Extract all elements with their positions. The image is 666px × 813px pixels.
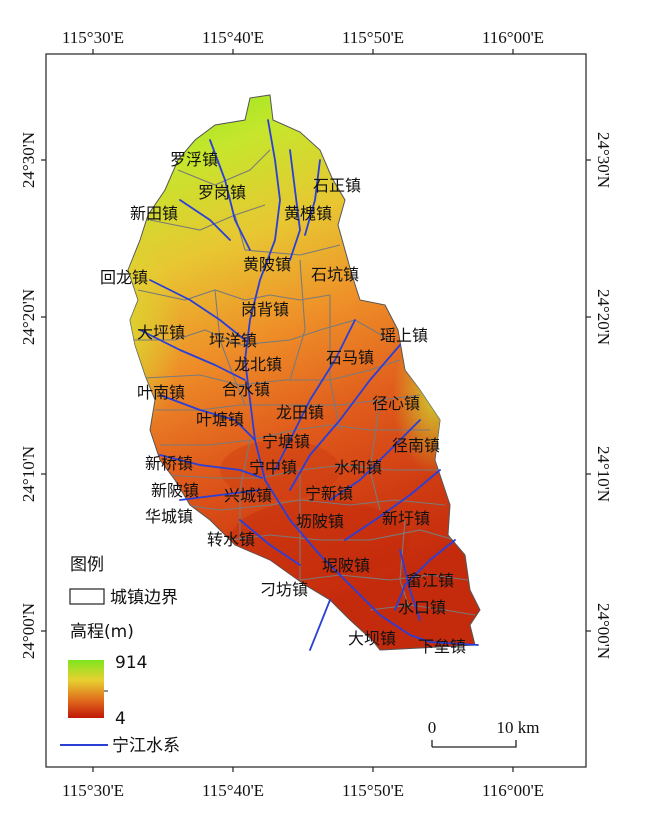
- town-label-pingyang: 坪洋镇: [209, 331, 257, 350]
- lon-label-bottom-1: 115°30'E: [62, 781, 124, 800]
- legend: 图例 城镇边界 高程(m) 914 4 宁江水系: [60, 555, 180, 756]
- town-label-heshui: 合水镇: [222, 380, 270, 399]
- town-label-ganbei: 岗背镇: [241, 300, 289, 319]
- town-label-xinqiao: 新桥镇: [145, 454, 193, 473]
- lat-label-left-4: 24°00'N: [19, 603, 38, 659]
- town-label-shizheng: 石正镇: [313, 176, 361, 195]
- legend-title: 图例: [70, 555, 104, 575]
- town-labels: 罗浮镇 罗岗镇 新田镇 石正镇 黄槐镇 回龙镇 黄陂镇 石坑镇 岗背镇 大坪镇 …: [100, 150, 466, 656]
- town-label-huilong: 回龙镇: [100, 268, 148, 287]
- lon-label-top-1: 115°30'E: [62, 28, 124, 47]
- town-label-ningxin: 宁新镇: [305, 484, 353, 503]
- elev-max-label: 914: [115, 653, 147, 673]
- town-label-huanghuai: 黄槐镇: [284, 204, 332, 223]
- town-label-huangbei: 黄陂镇: [243, 255, 291, 274]
- town-label-shima: 石马镇: [326, 348, 374, 367]
- lon-label-top-3: 115°50'E: [342, 28, 404, 47]
- town-label-yetang: 叶塘镇: [196, 410, 244, 429]
- elevation-title: 高程(m): [70, 622, 134, 642]
- boundary-swatch: [69, 588, 105, 605]
- town-label-xinxu: 新圩镇: [382, 509, 430, 528]
- town-label-zhuanshui: 转水镇: [207, 530, 255, 549]
- town-label-xialei: 下垒镇: [418, 637, 466, 656]
- town-label-shuihe: 水和镇: [334, 458, 382, 477]
- town-label-diaofang: 刁坊镇: [260, 580, 308, 599]
- town-label-yaoshang: 瑶上镇: [380, 326, 428, 345]
- town-label-longtian: 龙田镇: [276, 403, 324, 422]
- river-label: 宁江水系: [112, 736, 180, 756]
- lon-label-bottom-2: 115°40'E: [202, 781, 264, 800]
- town-label-shejiang: 畲江镇: [406, 571, 454, 590]
- town-label-shuikou: 水口镇: [398, 598, 446, 617]
- lat-label-right-3: 24°10'N: [594, 446, 613, 502]
- scale-zero: 0: [428, 718, 437, 737]
- town-label-jingnan: 径南镇: [392, 436, 440, 455]
- lon-label-top-4: 116°00'E: [482, 28, 544, 47]
- lat-label-left-1: 24°30'N: [19, 132, 38, 188]
- elev-min-label: 4: [115, 709, 126, 729]
- town-label-daping: 大坪镇: [137, 323, 185, 342]
- town-label-longbei: 龙北镇: [234, 355, 282, 374]
- town-label-libei: 坜陂镇: [296, 512, 344, 531]
- lat-label-right-2: 24°20'N: [594, 289, 613, 345]
- town-label-ningzhong: 宁中镇: [249, 458, 297, 477]
- lat-label-right-4: 24°00'N: [594, 603, 613, 659]
- lon-label-top-2: 115°40'E: [202, 28, 264, 47]
- lat-label-left-3: 24°10'N: [19, 446, 38, 502]
- town-label-shikeng: 石坑镇: [311, 265, 359, 284]
- town-label-ningtang: 宁塘镇: [262, 432, 310, 451]
- lat-label-right-1: 24°30'N: [594, 132, 613, 188]
- town-label-xingcheng: 兴城镇: [224, 486, 272, 505]
- town-label-nibei: 坭陂镇: [322, 556, 370, 575]
- town-label-xinbei: 新陂镇: [151, 481, 199, 500]
- elevation-ramp: [68, 660, 104, 718]
- town-label-huacheng: 华城镇: [145, 507, 193, 526]
- town-label-daba: 大坝镇: [348, 629, 396, 648]
- map-frame: [45, 53, 587, 768]
- scale-bar: 0 10 km: [428, 718, 540, 748]
- town-label-luofu: 罗浮镇: [170, 150, 218, 169]
- town-label-xintian: 新田镇: [130, 204, 178, 223]
- tick-marks: [41, 49, 591, 772]
- town-label-luogang: 罗岗镇: [198, 183, 246, 202]
- town-label-yenan: 叶南镇: [137, 383, 185, 402]
- town-label-jingxin: 径心镇: [372, 394, 420, 413]
- lon-label-bottom-3: 115°50'E: [342, 781, 404, 800]
- boundary-label: 城镇边界: [110, 588, 178, 608]
- lat-label-left-2: 24°20'N: [19, 289, 38, 345]
- river-network: [139, 119, 479, 651]
- scale-ten-km: 10 km: [497, 718, 540, 737]
- lon-label-bottom-4: 116°00'E: [482, 781, 544, 800]
